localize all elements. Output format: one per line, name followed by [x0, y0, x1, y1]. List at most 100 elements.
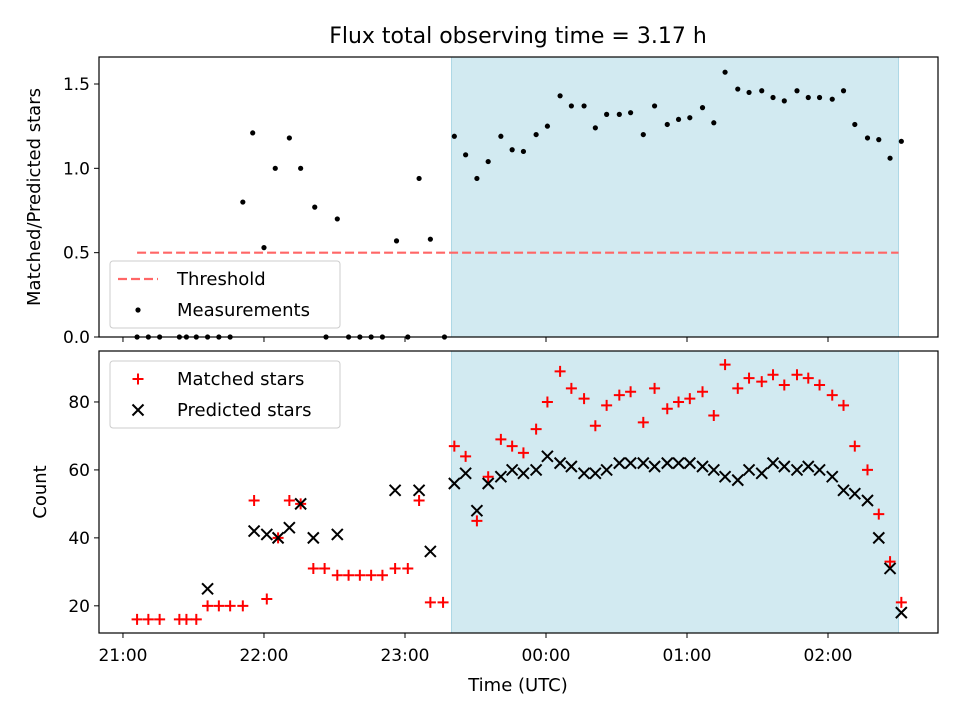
- data-point: [474, 175, 480, 182]
- data-point: [589, 467, 602, 480]
- data-point: [802, 372, 814, 384]
- data-point: [664, 121, 670, 128]
- data-point: [613, 389, 625, 401]
- data-point: [541, 396, 553, 408]
- data-point: [553, 456, 567, 470]
- legend: Threshold Measurements: [109, 260, 341, 329]
- data-point: [805, 94, 811, 101]
- data-point: [640, 131, 646, 138]
- y-tick-label: 80: [68, 393, 90, 413]
- data-point: [427, 236, 433, 242]
- data-point: [756, 376, 768, 388]
- legend-measurements-swatch: [135, 307, 141, 313]
- data-point: [838, 399, 850, 411]
- data-point: [873, 508, 885, 520]
- data-point: [142, 613, 154, 625]
- data-point: [354, 569, 366, 581]
- data-point: [581, 103, 587, 109]
- legend: Matched stars Predicted stars: [109, 360, 341, 429]
- data-point: [393, 238, 400, 244]
- data-point: [649, 382, 661, 394]
- data-point: [154, 613, 166, 625]
- x-tick-label: 21:00: [98, 646, 147, 666]
- data-point: [852, 121, 858, 128]
- data-point: [876, 137, 882, 143]
- data-point: [261, 593, 273, 605]
- data-point: [887, 155, 893, 161]
- data-point: [637, 456, 650, 470]
- data-point: [509, 147, 515, 153]
- data-point: [589, 420, 601, 432]
- y-tick-label: 20: [68, 597, 90, 617]
- data-point: [661, 456, 674, 470]
- data-point: [883, 562, 897, 575]
- data-point: [416, 175, 422, 182]
- chart-title: Flux total observing time = 3.17 h: [329, 24, 707, 49]
- data-point: [294, 497, 307, 511]
- data-point: [248, 494, 260, 506]
- data-point: [413, 494, 425, 506]
- data-point: [837, 484, 850, 497]
- data-point: [699, 105, 706, 111]
- data-point: [625, 386, 637, 398]
- data-point: [781, 98, 787, 104]
- y-tick-label: 1.0: [63, 159, 90, 179]
- data-point: [624, 456, 637, 470]
- data-point: [884, 556, 896, 568]
- data-point: [485, 158, 491, 165]
- data-point: [791, 369, 803, 381]
- series-matched-stars: [131, 359, 907, 625]
- y-tick-label: 60: [68, 461, 90, 481]
- data-point: [711, 120, 717, 126]
- data-point: [334, 216, 340, 222]
- data-point: [672, 456, 685, 470]
- data-point: [271, 531, 285, 545]
- data-point: [190, 613, 202, 625]
- legend-matched-swatch: [132, 373, 144, 385]
- data-point: [604, 111, 610, 117]
- data-point: [616, 111, 622, 117]
- data-point: [767, 369, 779, 381]
- data-point: [520, 148, 527, 155]
- data-point: [260, 528, 274, 541]
- data-point: [707, 463, 721, 477]
- data-point: [312, 204, 318, 210]
- data-point: [790, 463, 804, 477]
- data-point: [565, 382, 577, 394]
- data-point: [814, 379, 826, 391]
- data-point: [600, 463, 613, 477]
- legend-box: [109, 360, 341, 429]
- data-point: [743, 372, 755, 384]
- legend-label: Predicted stars: [177, 400, 311, 421]
- data-point: [495, 433, 507, 445]
- y-axis-label: Count: [30, 465, 51, 518]
- data-point: [224, 600, 236, 612]
- data-point: [272, 165, 278, 171]
- data-point: [286, 135, 292, 141]
- data-point: [826, 470, 839, 483]
- data-point: [498, 133, 504, 139]
- data-point: [731, 473, 744, 487]
- x-tick-label: 23:00: [380, 646, 429, 666]
- y-tick-label: 40: [68, 529, 90, 549]
- data-point: [568, 103, 574, 109]
- data-point: [202, 600, 214, 612]
- data-point: [778, 460, 791, 473]
- data-point: [298, 165, 304, 171]
- data-point: [708, 410, 720, 422]
- data-point: [746, 89, 752, 96]
- data-point: [759, 88, 765, 94]
- data-point: [471, 515, 483, 527]
- data-point: [530, 423, 542, 435]
- data-point: [481, 477, 495, 490]
- data-point: [505, 463, 519, 477]
- data-point: [557, 93, 563, 99]
- data-point: [742, 463, 756, 477]
- data-point: [683, 456, 697, 470]
- data-point: [778, 379, 790, 391]
- data-point: [459, 467, 472, 480]
- data-point: [898, 138, 904, 144]
- data-point: [840, 88, 847, 94]
- data-point: [283, 494, 295, 506]
